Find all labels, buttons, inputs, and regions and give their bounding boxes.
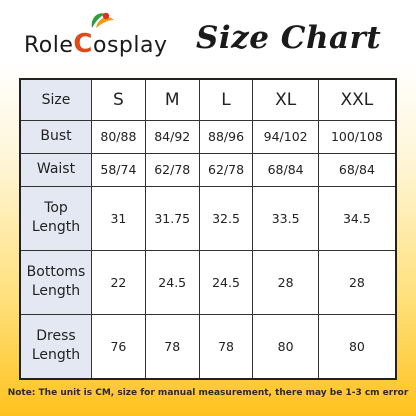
- table-cell: 88/96: [198, 120, 254, 154]
- table-cell: 84/92: [144, 120, 200, 154]
- brand-c-letter: C: [73, 29, 93, 59]
- table-cell: 80/88: [91, 120, 146, 154]
- measurement-note: Note: The unit is CM, size for manual me…: [7, 388, 409, 398]
- table-cell: 33.5: [252, 185, 319, 251]
- table-row-bust: Bust 80/88 84/92 88/96 94/102 100/108: [19, 120, 397, 154]
- table-cell: 34.5: [317, 185, 397, 251]
- row-label-dress-length: Dress Length: [19, 313, 92, 380]
- table-cell: 62/78: [144, 152, 200, 187]
- row-label-bust: Bust: [19, 120, 92, 154]
- size-col-l: L: [198, 78, 254, 121]
- row-label-line: Length: [31, 283, 81, 300]
- table-cell: 94/102: [252, 120, 319, 154]
- brand-logo-text: RoleCosplay: [24, 12, 168, 62]
- table-cell: 76: [91, 313, 146, 380]
- size-corner-label: Size: [19, 78, 92, 121]
- size-table: Size S M L XL XXL Bust 80/88 84/92 88/96…: [19, 78, 397, 380]
- leaf-mascot-icon: [91, 12, 114, 28]
- table-cell: 58/74: [91, 152, 146, 187]
- table-cell: 31: [91, 185, 146, 251]
- table-row-top-length: Top Length 31 31.75 32.5 33.5 34.5: [19, 185, 397, 251]
- size-col-xxl: XXL: [317, 78, 397, 121]
- row-label-line: Waist: [36, 161, 76, 178]
- table-cell: 28: [252, 249, 319, 315]
- header: RoleCosplay Size Chart: [0, 0, 416, 76]
- brand-name: RoleCosplay: [24, 29, 168, 59]
- table-row-dress-length: Dress Length 76 78 78 80 80: [19, 313, 397, 380]
- table-cell: 62/78: [198, 152, 254, 187]
- row-label-line: Top: [44, 200, 68, 217]
- table-cell: 24.5: [198, 249, 254, 315]
- table-cell: 78: [144, 313, 200, 380]
- row-label-line: Bottoms: [26, 264, 86, 281]
- table-cell: 28: [317, 249, 397, 315]
- brand-suffix: osplay: [93, 33, 168, 58]
- row-label-line: Bust: [40, 128, 72, 145]
- table-cell: 22: [91, 249, 146, 315]
- row-label-waist: Waist: [19, 152, 92, 187]
- brand-prefix: Role: [24, 33, 74, 58]
- page-title: Size Chart: [196, 20, 382, 56]
- table-row-bottoms-length: Bottoms Length 22 24.5 24.5 28 28: [19, 249, 397, 315]
- row-label-top-length: Top Length: [19, 185, 92, 251]
- size-col-m: M: [144, 78, 200, 121]
- table-cell: 78: [198, 313, 254, 380]
- table-cell: 32.5: [198, 185, 254, 251]
- table-cell: 68/84: [317, 152, 397, 187]
- row-label-bottoms-length: Bottoms Length: [19, 249, 92, 315]
- table-row-waist: Waist 58/74 62/78 62/78 68/84 68/84: [19, 152, 397, 187]
- size-col-s: S: [91, 78, 146, 121]
- table-cell: 24.5: [144, 249, 200, 315]
- table-cell: 31.75: [144, 185, 200, 251]
- row-label-line: Length: [31, 347, 81, 364]
- row-label-line: Dress: [36, 328, 76, 345]
- row-label-line: Length: [31, 219, 81, 236]
- size-header-row: Size S M L XL XXL: [19, 78, 397, 121]
- size-col-xl: XL: [252, 78, 319, 121]
- table-cell: 68/84: [252, 152, 319, 187]
- table-cell: 100/108: [317, 120, 397, 154]
- table-cell: 80: [317, 313, 397, 380]
- table-cell: 80: [252, 313, 319, 380]
